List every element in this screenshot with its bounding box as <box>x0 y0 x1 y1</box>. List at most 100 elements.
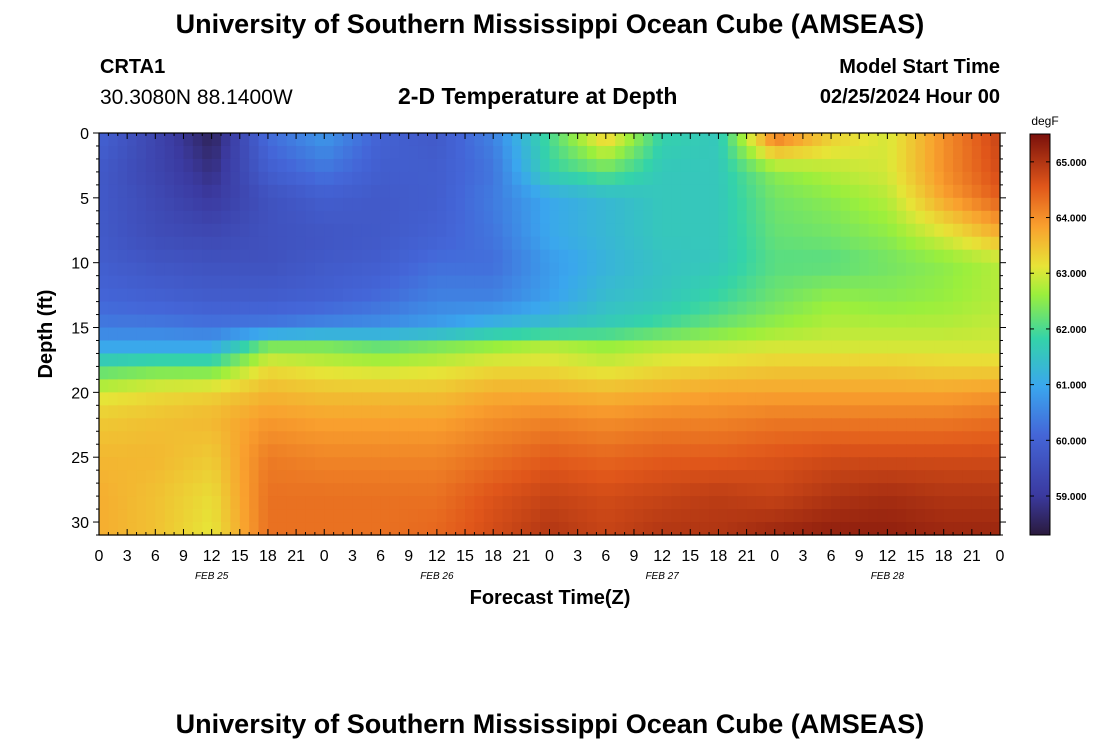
heatmap-cell <box>737 405 748 419</box>
heatmap-cell <box>793 444 804 458</box>
heatmap-cell <box>746 223 757 238</box>
heatmap-cell <box>202 314 213 329</box>
heatmap-cell <box>164 379 175 393</box>
heatmap-cell <box>192 392 203 406</box>
heatmap-cell <box>230 314 241 329</box>
heatmap-cell <box>286 496 297 510</box>
heatmap-cell <box>192 444 203 458</box>
heatmap-cell <box>352 431 363 445</box>
heatmap-cell <box>981 262 992 277</box>
heatmap-cell <box>239 366 250 380</box>
heatmap-cell <box>699 379 710 393</box>
heatmap-cell <box>474 392 485 406</box>
heatmap-cell <box>136 314 147 329</box>
heatmap-cell <box>371 301 382 316</box>
heatmap-cell <box>793 145 804 160</box>
heatmap-cell <box>624 366 635 380</box>
heatmap-cell <box>277 509 288 523</box>
heatmap-cell <box>915 522 926 536</box>
heatmap-cell <box>493 457 504 471</box>
heatmap-cell <box>192 340 203 355</box>
heatmap-cell <box>737 145 748 160</box>
heatmap-cell <box>258 509 269 523</box>
heatmap-cell <box>427 314 438 329</box>
heatmap-cell <box>981 353 992 368</box>
heatmap-cell <box>587 275 598 290</box>
heatmap-cell <box>718 496 729 510</box>
heatmap-cell <box>755 379 766 393</box>
heatmap-cell <box>493 431 504 445</box>
heatmap-cell <box>249 236 260 251</box>
heatmap-cell <box>427 158 438 173</box>
heatmap-cell <box>821 197 832 212</box>
heatmap-cell <box>314 431 325 445</box>
heatmap-cell <box>643 444 654 458</box>
heatmap-cell <box>624 483 635 497</box>
heatmap-cell <box>887 353 898 368</box>
heatmap-cell <box>990 210 1001 225</box>
heatmap-cell <box>314 223 325 238</box>
heatmap-cell <box>605 236 616 251</box>
heatmap-cell <box>624 522 635 536</box>
heatmap-cell <box>230 379 241 393</box>
heatmap-cell <box>530 262 541 277</box>
heatmap-cell <box>906 431 917 445</box>
heatmap-cell <box>906 327 917 342</box>
heatmap-cell <box>136 171 147 186</box>
heatmap-cell <box>793 340 804 355</box>
heatmap-cell <box>549 327 560 342</box>
heatmap-cell <box>202 158 213 173</box>
heatmap-cell <box>605 314 616 329</box>
heatmap-cell <box>643 223 654 238</box>
heatmap-cell <box>502 145 513 160</box>
heatmap-cell <box>906 249 917 264</box>
heatmap-cell <box>314 236 325 251</box>
heatmap-cell <box>971 418 982 432</box>
heatmap-cell <box>258 522 269 536</box>
day-label: FEB 27 <box>645 571 679 582</box>
heatmap-cell <box>296 223 307 238</box>
heatmap-cell <box>145 184 156 199</box>
heatmap-cell <box>399 314 410 329</box>
heatmap-cell <box>765 457 776 471</box>
heatmap-cell <box>296 405 307 419</box>
heatmap-cell <box>305 340 316 355</box>
heatmap-cell <box>361 457 372 471</box>
heatmap-cell <box>831 366 842 380</box>
heatmap-cell <box>145 457 156 471</box>
heatmap-cell <box>155 509 166 523</box>
heatmap-cell <box>868 288 879 303</box>
heatmap-cell <box>249 496 260 510</box>
heatmap-cell <box>868 327 879 342</box>
heatmap-cell <box>183 366 194 380</box>
heatmap-cell <box>530 288 541 303</box>
heatmap-cell <box>483 314 494 329</box>
heatmap-cell <box>849 353 860 368</box>
heatmap-cell <box>859 522 870 536</box>
heatmap-cell <box>887 431 898 445</box>
heatmap-cell <box>296 145 307 160</box>
heatmap-cell <box>211 353 222 368</box>
heatmap-cell <box>239 353 250 368</box>
heatmap-cell <box>990 470 1001 484</box>
heatmap-cell <box>202 223 213 238</box>
heatmap-cell <box>455 405 466 419</box>
heatmap-cell <box>549 184 560 199</box>
heatmap-cell <box>859 314 870 329</box>
heatmap-cell <box>915 496 926 510</box>
heatmap-cell <box>277 340 288 355</box>
heatmap-cell <box>896 262 907 277</box>
heatmap-cell <box>117 483 128 497</box>
heatmap-cell <box>906 133 917 147</box>
heatmap-cell <box>746 392 757 406</box>
heatmap-cell <box>389 314 400 329</box>
heatmap-cell <box>136 288 147 303</box>
heatmap-cell <box>812 184 823 199</box>
heatmap-cell <box>877 171 888 186</box>
heatmap-cell <box>877 158 888 173</box>
heatmap-cell <box>277 470 288 484</box>
heatmap-cell <box>249 392 260 406</box>
heatmap-cell <box>784 223 795 238</box>
heatmap-cell <box>521 340 532 355</box>
heatmap-cell <box>680 145 691 160</box>
